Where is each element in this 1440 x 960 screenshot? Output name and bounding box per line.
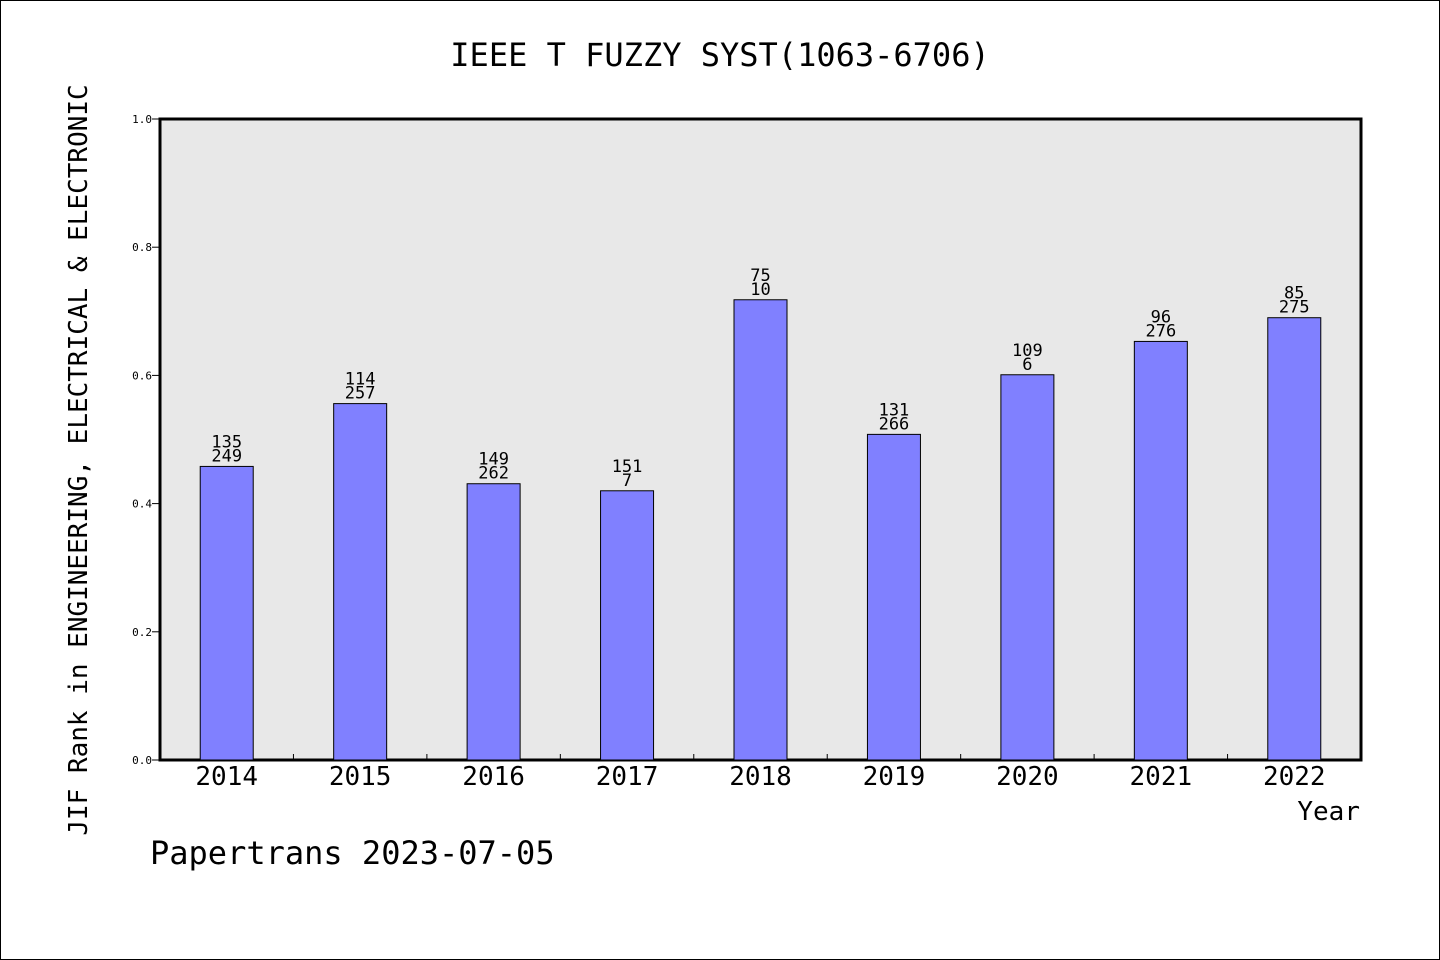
bar-2015 xyxy=(333,403,388,761)
chart-title: IEEE T FUZZY SYST(1063-6706) xyxy=(450,36,989,74)
bar-label-top: 75 xyxy=(750,266,770,286)
bar-2019 xyxy=(866,433,921,761)
x-tick-label: 2020 xyxy=(996,762,1059,792)
x-tick-label: 2018 xyxy=(729,762,792,792)
bar-label-bottom: 262 xyxy=(478,464,509,484)
bar-2020 xyxy=(1000,374,1055,761)
bar-2017 xyxy=(600,490,655,761)
bar-2014 xyxy=(199,465,254,761)
y-axis-label: JIF Rank in ENGINEERING, ELECTRICAL & EL… xyxy=(64,84,94,835)
x-tick-label: 2017 xyxy=(596,762,659,792)
bar-label-top: 135 xyxy=(211,432,242,452)
y-tick-label: 0.8 xyxy=(132,241,152,254)
bar-label-top: 96 xyxy=(1151,307,1171,327)
bar-label-top: 114 xyxy=(345,370,376,390)
y-tick-label: 0.6 xyxy=(132,369,152,382)
x-axis-label: Year xyxy=(1297,797,1360,827)
x-tick-label: 2016 xyxy=(462,762,525,792)
footer-text: Papertrans 2023-07-05 xyxy=(150,834,555,872)
x-tick-label: 2014 xyxy=(195,762,258,792)
bar-label-bottom: 10 xyxy=(750,280,770,300)
bar-label-top: 131 xyxy=(879,400,910,420)
bar-2016 xyxy=(466,483,521,761)
bar-label-bottom: 275 xyxy=(1279,298,1310,318)
y-tick-label: 0.4 xyxy=(132,498,152,511)
x-tick-label: 2022 xyxy=(1263,762,1326,792)
bar-label-bottom: 266 xyxy=(879,414,910,434)
x-tick-label: 2021 xyxy=(1130,762,1193,792)
bar-label-top: 109 xyxy=(1012,341,1043,361)
bar-label-bottom: 249 xyxy=(211,446,242,466)
y-tick-label: 1.0 xyxy=(132,113,152,126)
bar-label-bottom: 6 xyxy=(1022,355,1032,375)
bars xyxy=(199,299,1322,761)
y-tick-label: 0.2 xyxy=(132,626,152,639)
bar-2022 xyxy=(1267,317,1322,761)
y-tick-label: 0.0 xyxy=(132,754,152,767)
bar-2021 xyxy=(1133,340,1188,761)
bar-label-top: 151 xyxy=(612,457,643,477)
bar-label-bottom: 276 xyxy=(1145,321,1176,341)
bar-label-bottom: 257 xyxy=(345,384,376,404)
bar-label-bottom: 7 xyxy=(622,471,632,491)
x-tick-label: 2019 xyxy=(863,762,926,792)
y-axis-ticks: 0.0 0.2 0.4 0.6 0.8 1.0 xyxy=(132,113,160,767)
bar-2018 xyxy=(733,299,788,761)
bar-label-top: 149 xyxy=(478,450,509,470)
x-axis-ticks: 2014 2015 2016 2017 2018 2019 2020 2021 2022 xyxy=(195,754,1326,792)
bar-label-top: 85 xyxy=(1284,284,1304,304)
x-tick-label: 2015 xyxy=(329,762,392,792)
